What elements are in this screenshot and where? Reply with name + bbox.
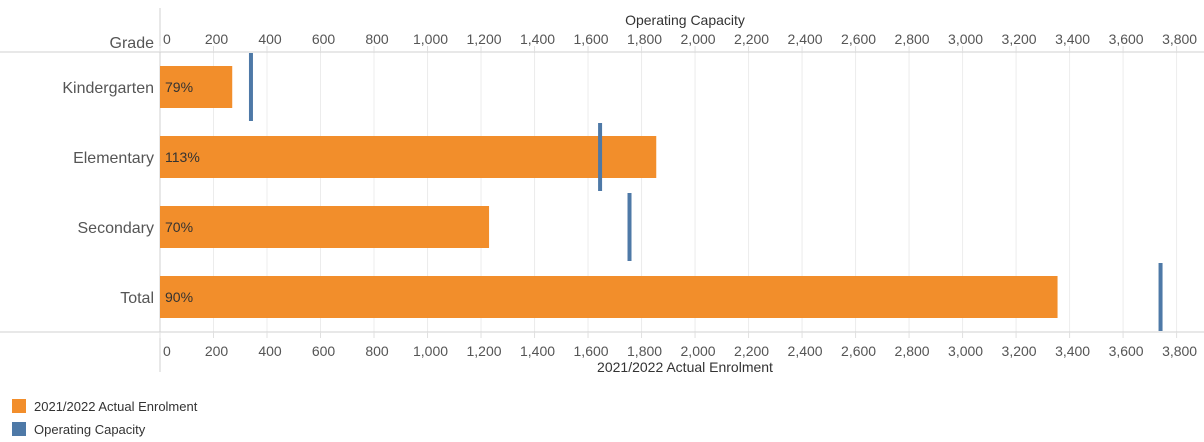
- utilization-label: 90%: [165, 289, 193, 305]
- bottom-tick-label: 2,200: [734, 343, 769, 359]
- bottom-tick-label: 3,800: [1162, 343, 1197, 359]
- bottom-tick-label: 3,600: [1109, 343, 1144, 359]
- category-label: Kindergarten: [62, 80, 154, 97]
- top-tick-label: 1,400: [520, 31, 555, 47]
- bottom-tick-label: 1,800: [627, 343, 662, 359]
- capacity-marker[interactable]: [1158, 263, 1163, 331]
- bottom-tick-label: 1,400: [520, 343, 555, 359]
- bottom-tick-label: 3,000: [948, 343, 983, 359]
- utilization-label: 79%: [165, 79, 193, 95]
- bottom-tick-label: 2,800: [895, 343, 930, 359]
- top-tick-label: 1,000: [413, 31, 448, 47]
- bottom-tick-label: 400: [258, 343, 282, 359]
- bottom-tick-label: 2,400: [788, 343, 823, 359]
- top-tick-label: 3,800: [1162, 31, 1197, 47]
- bottom-axis-ticks: 0 200 400 600 800 1,000 1,200 1,400 1,600 1,800 2,…: [159, 332, 1197, 359]
- enrolment-bar[interactable]: [160, 206, 490, 248]
- top-tick-label: 0: [163, 31, 171, 47]
- top-tick-label: 2,000: [681, 31, 716, 47]
- enrolment-bar[interactable]: [160, 136, 657, 178]
- legend-label-capacity: Operating Capacity: [34, 421, 146, 437]
- top-tick-label: 400: [258, 31, 282, 47]
- category-label: Secondary: [78, 220, 155, 237]
- top-tick-label: 2,200: [734, 31, 769, 47]
- bottom-tick-label: 200: [205, 343, 229, 359]
- legend-swatch-capacity: [12, 422, 26, 436]
- bottom-tick-label: 1,600: [574, 343, 609, 359]
- top-tick-label: 1,600: [574, 31, 609, 47]
- top-tick-label: 800: [365, 31, 389, 47]
- top-tick-label: 200: [205, 31, 229, 47]
- enrolment-bars: [160, 66, 1058, 318]
- utilization-label: 113%: [165, 149, 200, 165]
- legend-item-capacity[interactable]: Operating Capacity: [12, 419, 197, 439]
- top-tick-label: 2,600: [841, 31, 876, 47]
- bottom-tick-label: 1,200: [467, 343, 502, 359]
- enrolment-bar[interactable]: [160, 66, 233, 108]
- capacity-marker[interactable]: [248, 53, 253, 121]
- top-tick-label: 3,000: [948, 31, 983, 47]
- enrolment-capacity-chart: Operating Capacity 2021/2022 Actual Enro…: [0, 8, 1204, 375]
- top-tick-label: 600: [312, 31, 336, 47]
- legend: 2021/2022 Actual Enrolment Operating Cap…: [12, 396, 197, 442]
- capacity-marker[interactable]: [627, 193, 632, 261]
- bottom-tick-label: 1,000: [413, 343, 448, 359]
- category-label: Total: [120, 290, 154, 307]
- bottom-tick-label: 0: [163, 343, 171, 359]
- bottom-tick-label: 3,400: [1055, 343, 1090, 359]
- top-tick-label: 3,400: [1055, 31, 1090, 47]
- top-tick-label: 3,200: [1002, 31, 1037, 47]
- top-tick-label: 2,800: [895, 31, 930, 47]
- utilization-label: 70%: [165, 219, 193, 235]
- top-axis-ticks: 0 200 400 600 800 1,000 1,200 1,400 1,600 1,800 2,…: [159, 31, 1197, 52]
- capacity-marker[interactable]: [598, 123, 603, 191]
- bottom-axis-title: 2021/2022 Actual Enrolment: [597, 359, 773, 375]
- bottom-tick-label: 800: [365, 343, 389, 359]
- bottom-tick-label: 2,600: [841, 343, 876, 359]
- enrolment-bar[interactable]: [160, 276, 1058, 318]
- top-tick-label: 1,800: [627, 31, 662, 47]
- top-tick-label: 3,600: [1109, 31, 1144, 47]
- data-labels: 79% 113% 70% 90%: [165, 79, 200, 305]
- top-axis-title: Operating Capacity: [625, 12, 745, 28]
- legend-item-enrolment[interactable]: 2021/2022 Actual Enrolment: [12, 396, 197, 416]
- legend-label-enrolment: 2021/2022 Actual Enrolment: [34, 398, 198, 414]
- top-tick-label: 2,400: [788, 31, 823, 47]
- legend-swatch-enrolment: [12, 399, 26, 413]
- top-tick-label: 1,200: [467, 31, 502, 47]
- bottom-tick-label: 600: [312, 343, 336, 359]
- bottom-tick-label: 2,000: [681, 343, 716, 359]
- category-label: Elementary: [73, 150, 154, 167]
- category-labels: Kindergarten Elementary Secondary Total: [62, 80, 154, 307]
- capacity-markers: [248, 53, 1163, 331]
- category-axis-title: Grade: [110, 35, 155, 52]
- bottom-tick-label: 3,200: [1002, 343, 1037, 359]
